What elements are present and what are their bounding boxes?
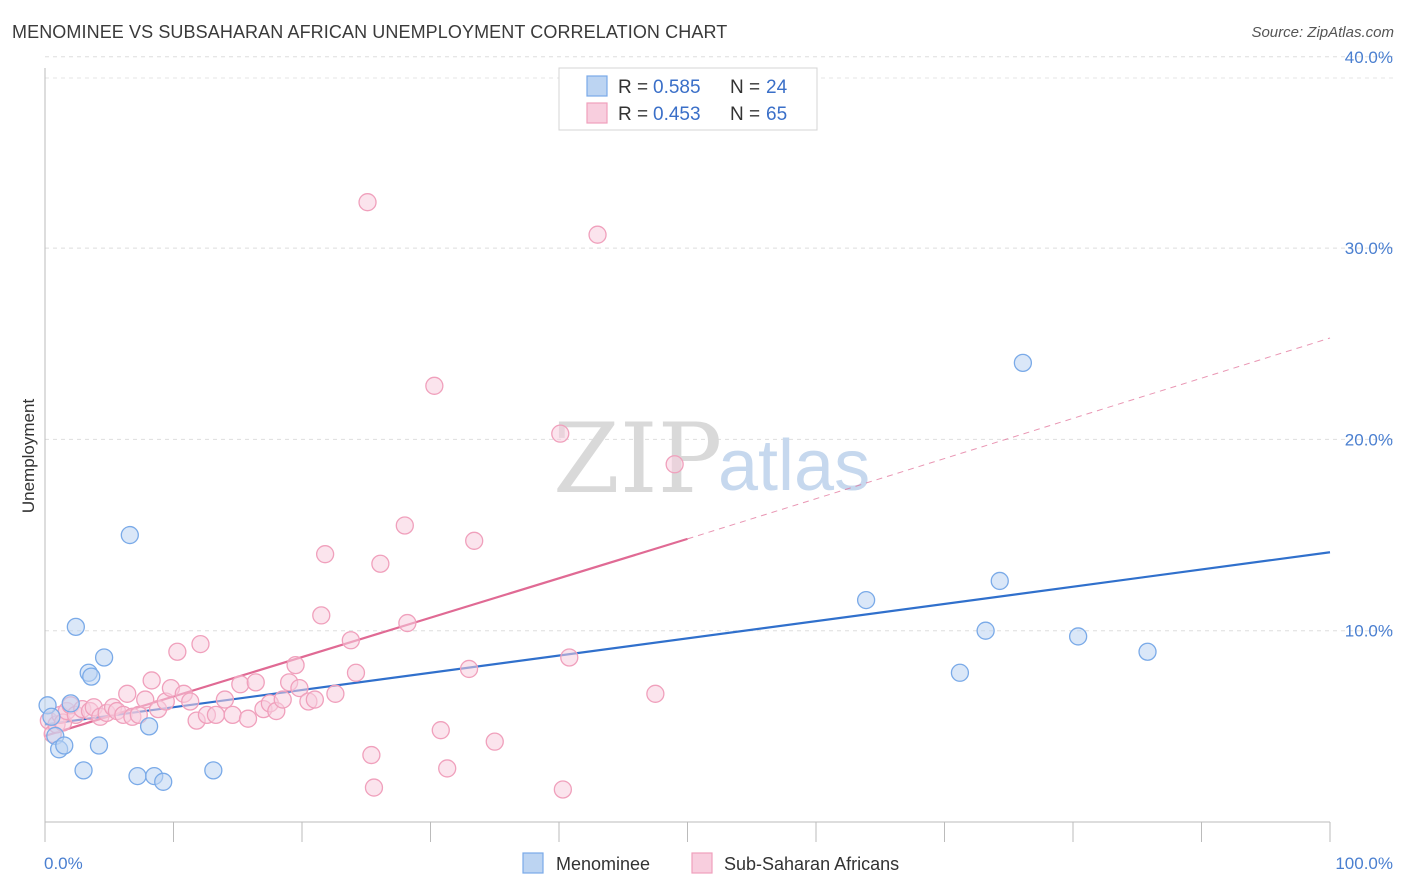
legend-n-label: N = [730, 104, 760, 125]
data-point-menominee [55, 736, 74, 755]
data-point-subsaharan [191, 634, 210, 654]
data-point-subsaharan [129, 705, 148, 725]
data-points [38, 193, 1157, 799]
bottom-legend-swatch-subsaharan [691, 852, 713, 874]
data-point-subsaharan [588, 225, 607, 244]
data-point-subsaharan [553, 780, 573, 799]
data-point-subsaharan [459, 659, 479, 679]
legend-r-label: R = [618, 77, 648, 98]
legend-n-label: N = [730, 77, 760, 98]
data-point-subsaharan [273, 690, 292, 709]
axes [44, 68, 1331, 842]
watermark-atlas: atlas [718, 426, 870, 506]
data-point-subsaharan [358, 193, 377, 212]
data-point-subsaharan [312, 606, 331, 625]
data-point-menominee [42, 707, 61, 726]
x-tick-label-min: 0.0% [44, 854, 83, 873]
data-point-subsaharan [246, 673, 265, 692]
y-tick-label: 20.0% [1345, 430, 1393, 449]
data-point-subsaharan [465, 531, 484, 550]
legend-swatch-0 [586, 75, 608, 97]
y-tick-label: 40.0% [1345, 48, 1393, 67]
data-point-menominee [204, 761, 223, 780]
legend-r-label: R = [618, 104, 648, 125]
data-point-subsaharan [438, 759, 457, 778]
data-point-menominee [950, 663, 970, 682]
y-tick-labels: 10.0% 20.0% 30.0% 40.0% [1345, 48, 1393, 641]
data-point-menominee [1138, 642, 1157, 661]
data-point-menominee [66, 617, 85, 637]
data-point-subsaharan [181, 692, 200, 711]
data-point-menominee [128, 766, 147, 786]
bottom-legend-label-subsaharan: Sub-Saharan Africans [724, 854, 899, 874]
data-point-subsaharan [168, 642, 187, 661]
data-point-subsaharan [223, 705, 242, 725]
bottom-legend-swatch-menominee [522, 852, 544, 874]
data-point-subsaharan [118, 684, 137, 703]
watermark: ZIP atlas [553, 403, 870, 515]
data-point-subsaharan [142, 671, 161, 690]
data-point-subsaharan [665, 455, 684, 474]
data-point-subsaharan [346, 663, 366, 682]
data-point-menominee [856, 590, 876, 610]
data-point-subsaharan [371, 554, 390, 573]
watermark-zip: ZIP [553, 403, 722, 515]
data-point-menominee [120, 525, 139, 545]
data-point-subsaharan [341, 631, 360, 650]
data-point-menominee [990, 571, 1009, 591]
source-label: Source: ZipAtlas.com [1251, 24, 1394, 41]
data-point-subsaharan [326, 684, 345, 703]
legend-n-value: 24 [766, 77, 788, 98]
data-point-subsaharan [206, 705, 226, 725]
data-point-menominee [74, 761, 93, 780]
data-point-subsaharan [364, 778, 384, 797]
legend-r-value: 0.585 [653, 77, 701, 98]
data-point-subsaharan [431, 721, 450, 740]
data-point-subsaharan [425, 376, 444, 395]
y-axis-label: Unemployment [19, 399, 38, 514]
chart-title: MENOMINEE VS SUBSAHARAN AFRICAN UNEMPLOY… [12, 22, 728, 42]
data-point-subsaharan [398, 613, 417, 633]
data-point-subsaharan [395, 516, 414, 535]
data-point-menominee [139, 717, 159, 736]
data-point-menominee [154, 772, 173, 791]
data-point-subsaharan [215, 690, 235, 709]
legend-r-value: 0.453 [653, 104, 701, 125]
legend: R = 0.585 N = 24 R = 0.453 N = 65 [558, 67, 818, 131]
data-point-subsaharan [238, 709, 258, 728]
data-point-subsaharan [362, 745, 381, 765]
data-point-subsaharan [646, 684, 665, 703]
x-tick-labels: 0.0% 100.0% [44, 854, 1393, 873]
data-point-menominee [82, 667, 101, 686]
data-point-menominee [1068, 627, 1088, 646]
data-point-subsaharan [315, 545, 335, 564]
data-point-subsaharan [551, 424, 570, 443]
data-point-menominee [1013, 353, 1033, 373]
data-point-menominee [976, 621, 995, 640]
y-tick-label: 10.0% [1345, 622, 1393, 641]
bottom-legend-label-menominee: Menominee [556, 854, 650, 874]
data-point-subsaharan [485, 732, 504, 751]
trend-line-extension-1 [687, 337, 1331, 540]
bottom-legend: Menominee Sub-Saharan Africans [522, 852, 899, 874]
legend-n-value: 65 [766, 104, 787, 125]
grid-lines [45, 56, 1395, 632]
data-point-subsaharan [136, 690, 155, 709]
data-point-menominee [89, 736, 109, 755]
data-point-subsaharan [305, 690, 325, 709]
data-point-menominee [94, 648, 114, 667]
data-point-subsaharan [286, 655, 305, 675]
x-tick-label-max: 100.0% [1335, 854, 1393, 873]
legend-swatch-1 [586, 102, 608, 124]
data-point-subsaharan [231, 675, 250, 694]
data-point-subsaharan [290, 678, 309, 698]
data-point-subsaharan [560, 648, 579, 667]
trend-line-0 [44, 551, 1331, 726]
y-tick-label: 30.0% [1345, 239, 1393, 258]
data-point-menominee [61, 694, 80, 713]
